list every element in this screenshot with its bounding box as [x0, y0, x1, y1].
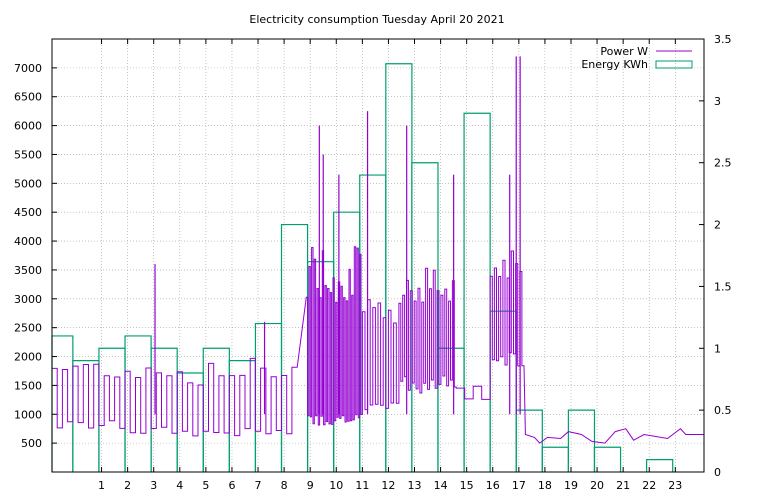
- legend-label-energy: Energy KWh: [581, 58, 648, 71]
- energy-bar: [98, 347, 126, 472]
- y-left-tick-label: 4500: [14, 206, 42, 219]
- y-left-tick-label: 500: [21, 437, 42, 450]
- x-tick-label: 20: [590, 479, 604, 492]
- x-tick-label: 9: [307, 479, 314, 492]
- energy-bar: [124, 335, 152, 472]
- x-tick-label: 23: [668, 479, 682, 492]
- y-right-tick-label: 3.5: [714, 33, 732, 46]
- energy-bar: [567, 409, 596, 472]
- energy-bar: [280, 223, 309, 472]
- y-right-tick-label: 2: [714, 219, 721, 232]
- grid: [52, 39, 704, 472]
- axes: 1 2 3 4 5 6 7 8 9 10 11 12 13 14 15 16 17 18 19 20 21 22 23500…: [14, 33, 732, 492]
- y-left-tick-label: 1000: [14, 408, 42, 421]
- x-tick-label: 8: [281, 479, 288, 492]
- energy-bar: [646, 459, 674, 472]
- energy-bar: [254, 322, 283, 472]
- energy-bar: [593, 446, 622, 472]
- x-tick-label: 13: [408, 479, 422, 492]
- legend: Power W Energy KWh: [581, 45, 693, 71]
- y-left-tick-label: 5500: [14, 148, 42, 161]
- power-series: [52, 56, 704, 444]
- x-tick-label: 1: [98, 479, 105, 492]
- power-line: [52, 246, 704, 444]
- x-tick-label: 11: [355, 479, 369, 492]
- chart-title: Electricity consumption Tuesday April 20…: [249, 13, 504, 26]
- y-left-tick-label: 4000: [14, 235, 42, 248]
- x-tick-label: 16: [486, 479, 500, 492]
- x-tick-label: 15: [460, 479, 474, 492]
- x-tick-label: 21: [616, 479, 630, 492]
- x-tick-label: 5: [202, 479, 209, 492]
- x-tick-label: 3: [150, 479, 157, 492]
- y-left-tick-label: 2000: [14, 351, 42, 364]
- y-left-tick-label: 3000: [14, 293, 42, 306]
- x-tick-label: 12: [381, 479, 395, 492]
- y-right-tick-label: 0: [714, 466, 721, 479]
- x-tick-label: 14: [434, 479, 448, 492]
- x-tick-label: 6: [228, 479, 235, 492]
- y-left-tick-label: 1500: [14, 379, 42, 392]
- energy-bar: [228, 360, 257, 472]
- legend-label-power: Power W: [600, 45, 648, 58]
- x-tick-label: 18: [538, 479, 552, 492]
- y-right-tick-label: 1: [714, 342, 721, 355]
- y-right-tick-label: 3: [714, 95, 721, 108]
- plot-frame: [51, 38, 705, 473]
- y-left-tick-label: 6000: [14, 120, 42, 133]
- y-left-tick-label: 6500: [14, 91, 42, 104]
- y-left-tick-label: 3500: [14, 264, 42, 277]
- energy-bar: [463, 112, 491, 472]
- x-tick-label: 17: [512, 479, 526, 492]
- y-left-tick-label: 5000: [14, 177, 42, 190]
- y-right-tick-label: 0.5: [714, 404, 732, 417]
- y-right-tick-label: 2.5: [714, 157, 732, 170]
- y-right-tick-label: 1.5: [714, 280, 732, 293]
- x-tick-label: 10: [329, 479, 343, 492]
- legend-swatch-energy: [655, 60, 693, 69]
- energy-bar: [437, 347, 465, 472]
- x-tick-label: 2: [124, 479, 131, 492]
- y-left-tick-label: 7000: [14, 62, 42, 75]
- x-tick-label: 19: [564, 479, 578, 492]
- energy-bar: [202, 347, 230, 472]
- y-left-tick-label: 2500: [14, 322, 42, 335]
- x-tick-label: 22: [642, 479, 656, 492]
- energy-bar: [72, 360, 100, 472]
- energy-bar: [385, 63, 413, 472]
- energy-bar: [541, 446, 569, 472]
- energy-bar: [176, 372, 204, 472]
- x-tick-label: 4: [176, 479, 183, 492]
- x-tick-label: 7: [255, 479, 262, 492]
